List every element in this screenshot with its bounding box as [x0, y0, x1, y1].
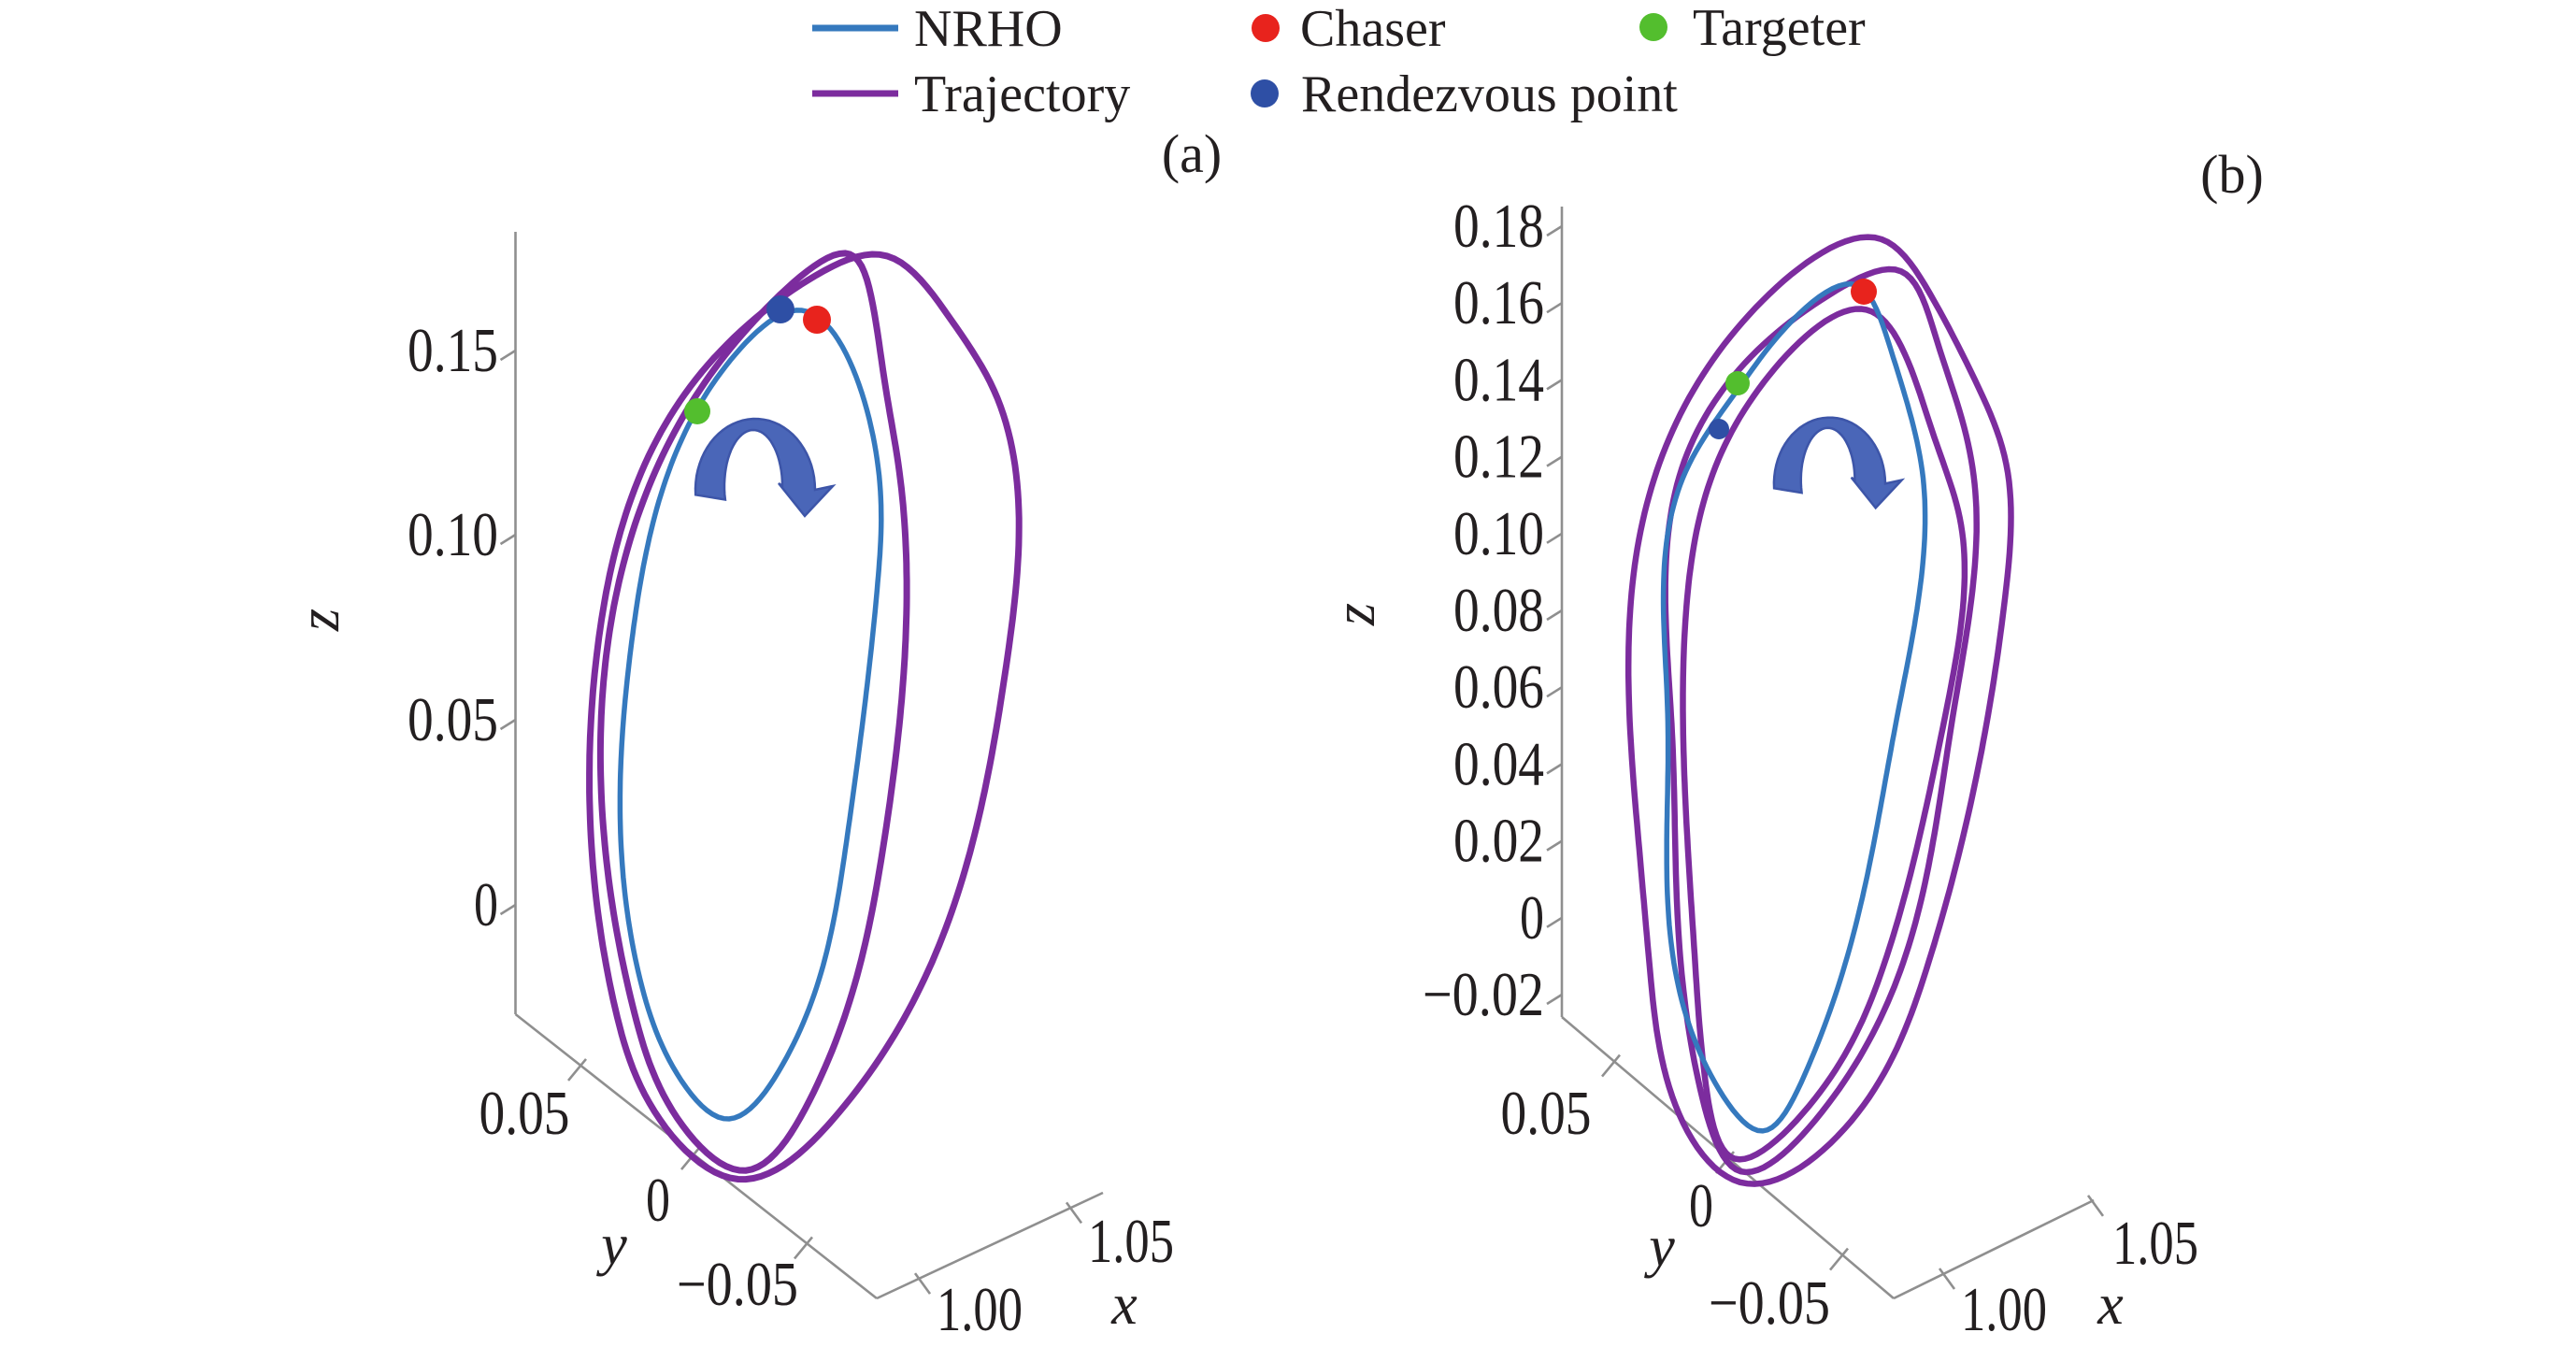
svg-text:1.05: 1.05	[1088, 1207, 1174, 1276]
svg-text:z: z	[1324, 603, 1387, 626]
svg-text:0: 0	[1689, 1171, 1713, 1240]
svg-text:0.12: 0.12	[1453, 423, 1544, 492]
svg-text:0.10: 0.10	[1453, 499, 1544, 568]
svg-text:−0.05: −0.05	[1709, 1268, 1830, 1338]
svg-text:0.05: 0.05	[479, 1079, 570, 1148]
svg-text:Rendezvous point: Rendezvous point	[1301, 65, 1678, 123]
svg-text:1.00: 1.00	[1961, 1275, 2047, 1342]
svg-text:0: 0	[474, 870, 498, 939]
svg-text:NRHO: NRHO	[914, 0, 1063, 58]
svg-text:−0.02: −0.02	[1423, 960, 1544, 1029]
svg-text:0.16: 0.16	[1453, 268, 1544, 337]
svg-text:0.15: 0.15	[408, 316, 498, 385]
svg-text:0.18: 0.18	[1453, 192, 1544, 261]
svg-text:0.02: 0.02	[1453, 807, 1544, 876]
svg-text:(a): (a)	[1162, 123, 1222, 184]
svg-text:1.05: 1.05	[2112, 1209, 2198, 1278]
svg-text:Trajectory: Trajectory	[914, 65, 1130, 123]
svg-text:0.10: 0.10	[408, 500, 498, 569]
svg-text:0: 0	[1520, 883, 1544, 953]
svg-text:x: x	[2097, 1273, 2124, 1337]
svg-text:0.05: 0.05	[408, 685, 498, 754]
svg-text:y: y	[1643, 1215, 1675, 1279]
svg-text:1.00: 1.00	[937, 1275, 1023, 1342]
svg-text:x: x	[1110, 1273, 1138, 1337]
svg-text:Targeter: Targeter	[1693, 0, 1866, 57]
svg-text:0.14: 0.14	[1453, 345, 1544, 414]
svg-text:0.05: 0.05	[1501, 1079, 1592, 1148]
svg-text:0.06: 0.06	[1453, 652, 1544, 722]
svg-text:−0.05: −0.05	[677, 1250, 798, 1319]
svg-text:(b): (b)	[2200, 144, 2264, 205]
svg-text:0: 0	[646, 1166, 670, 1235]
svg-text:0.04: 0.04	[1453, 729, 1544, 798]
svg-text:z: z	[288, 609, 351, 632]
svg-text:y: y	[595, 1213, 627, 1277]
svg-text:Chaser: Chaser	[1300, 0, 1446, 58]
svg-text:0.08: 0.08	[1453, 576, 1544, 645]
